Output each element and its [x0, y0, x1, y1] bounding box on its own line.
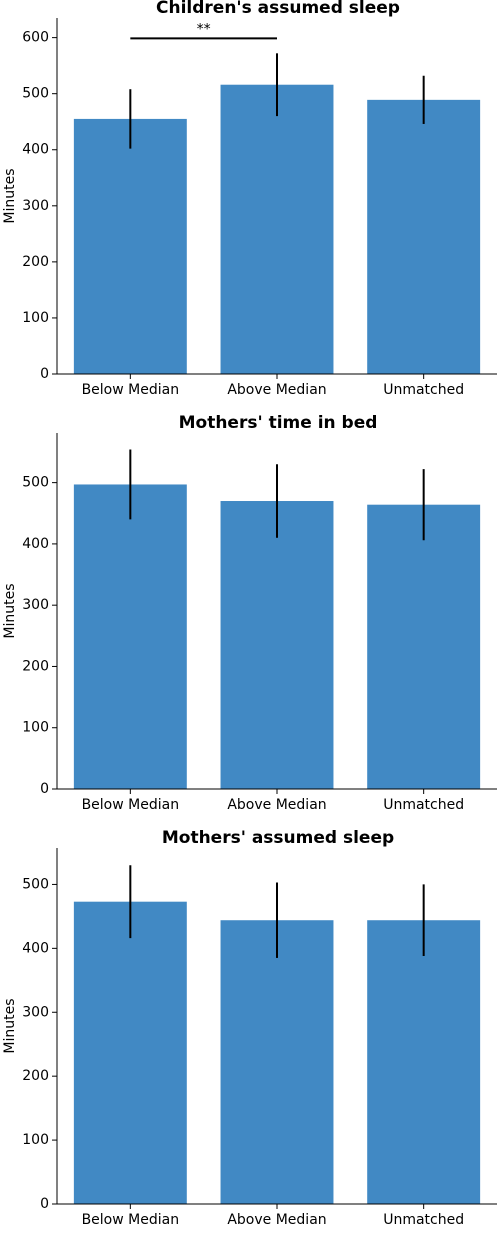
y-tick-label: 600 — [22, 30, 49, 46]
significance-label: ** — [197, 21, 211, 37]
x-tick-label: Above Median — [227, 1212, 326, 1228]
y-axis-label: Minutes — [2, 998, 18, 1053]
chart-title: Children's assumed sleep — [156, 0, 400, 18]
bar — [220, 84, 334, 374]
bar — [73, 901, 187, 1204]
x-tick-label: Above Median — [227, 797, 326, 813]
x-tick-label: Unmatched — [383, 797, 464, 813]
y-tick-label: 300 — [22, 198, 49, 214]
y-tick-label: 200 — [22, 254, 49, 270]
y-tick-label: 500 — [22, 86, 49, 102]
y-tick-label: 0 — [40, 1196, 49, 1212]
x-tick-label: Below Median — [82, 1212, 180, 1228]
y-tick-label: 300 — [22, 1004, 49, 1020]
y-tick-label: 100 — [22, 720, 49, 736]
x-tick-label: Above Median — [227, 382, 326, 398]
y-tick-label: 0 — [40, 366, 49, 382]
y-axis-label: Minutes — [2, 168, 18, 223]
bar — [73, 484, 187, 789]
bar — [367, 99, 481, 375]
bar — [73, 118, 187, 374]
x-tick-label: Below Median — [82, 382, 180, 398]
y-axis-label: Minutes — [2, 583, 18, 638]
bar — [220, 501, 334, 789]
bar — [220, 920, 334, 1204]
x-tick-label: Unmatched — [383, 382, 464, 398]
bar — [367, 920, 481, 1204]
x-tick-label: Unmatched — [383, 1212, 464, 1228]
bar — [367, 504, 481, 789]
y-tick-label: 200 — [22, 658, 49, 674]
y-tick-label: 200 — [22, 1068, 49, 1084]
chart-title: Mothers' time in bed — [179, 413, 378, 433]
y-tick-label: 400 — [22, 142, 49, 158]
chart-title: Mothers' assumed sleep — [162, 828, 394, 848]
y-tick-label: 0 — [40, 781, 49, 797]
y-tick-label: 500 — [22, 475, 49, 491]
y-tick-label: 400 — [22, 940, 49, 956]
x-tick-label: Below Median — [82, 797, 180, 813]
y-tick-label: 100 — [22, 1132, 49, 1148]
y-tick-label: 400 — [22, 536, 49, 552]
y-tick-label: 300 — [22, 597, 49, 613]
y-tick-label: 100 — [22, 310, 49, 326]
y-tick-label: 500 — [22, 876, 49, 892]
